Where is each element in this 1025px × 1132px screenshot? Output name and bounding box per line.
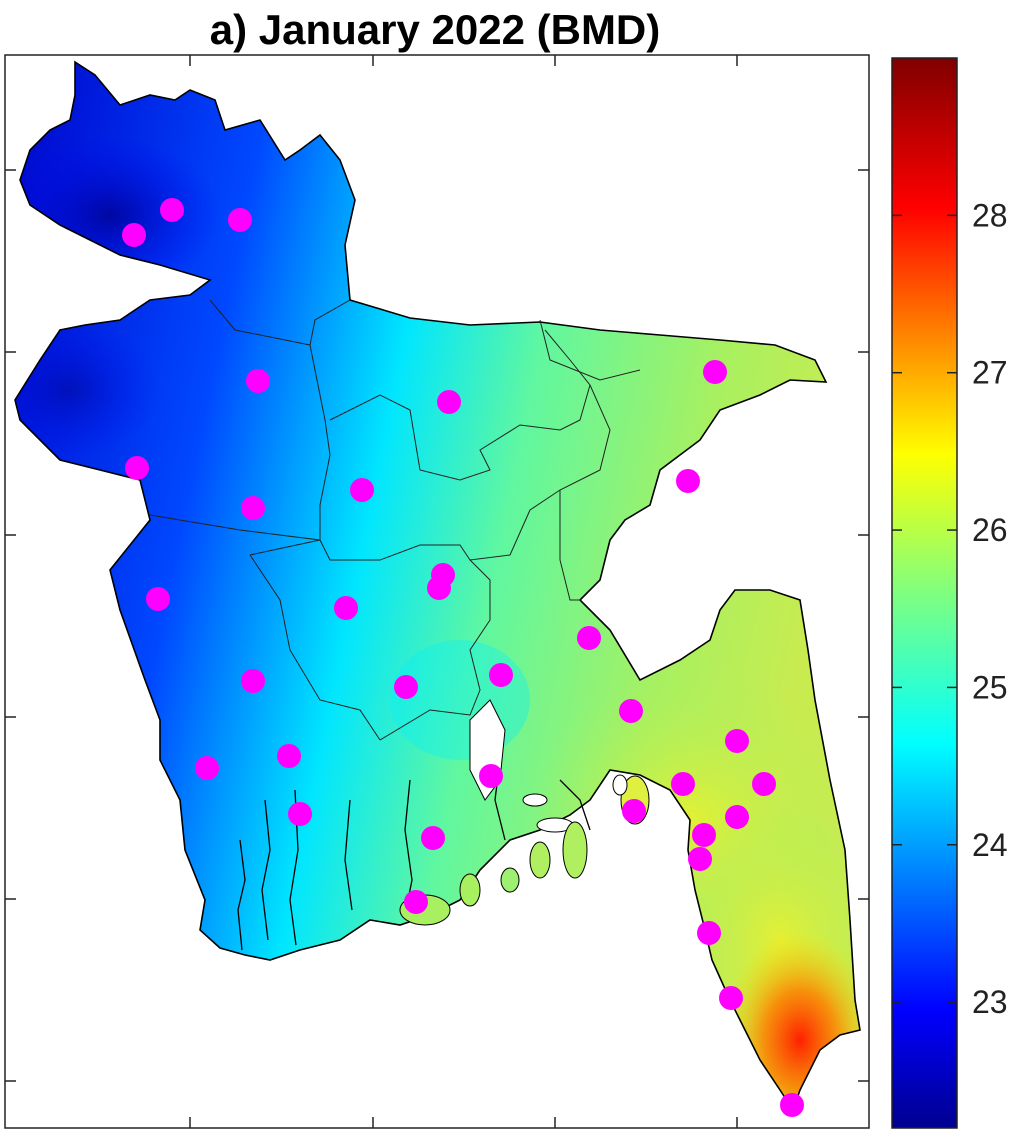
station-marker: [228, 208, 252, 232]
station-marker: [489, 663, 513, 687]
station-marker: [725, 729, 749, 753]
colorbar-tick-label: 26: [972, 512, 1008, 548]
colorbar-tick-label: 24: [972, 827, 1008, 863]
map-axes-ticks: [5, 55, 869, 1128]
station-marker: [697, 921, 721, 945]
station-marker: [676, 469, 700, 493]
station-marker: [394, 675, 418, 699]
colorbar-tick-label: 28: [972, 197, 1008, 233]
map-title: a) January 2022 (BMD): [209, 6, 661, 53]
station-marker: [703, 360, 727, 384]
station-marker: [671, 772, 695, 796]
station-marker: [692, 823, 716, 847]
station-marker: [334, 596, 358, 620]
country-boundary: [14, 60, 861, 1112]
station-markers: [122, 198, 804, 1117]
station-marker: [622, 799, 646, 823]
station-marker: [241, 669, 265, 693]
station-marker: [577, 626, 601, 650]
colorbar-labels: 23 24 25 26 27 28: [972, 197, 1008, 1020]
station-marker: [277, 744, 301, 768]
colorbar: 23 24 25 26 27 28: [891, 57, 1008, 1129]
station-marker: [246, 369, 270, 393]
colorbar-scale: [891, 57, 958, 1129]
station-marker: [125, 456, 149, 480]
station-marker: [122, 223, 146, 247]
station-marker: [479, 764, 503, 788]
station-marker: [288, 802, 312, 826]
station-marker: [427, 576, 451, 600]
map-axes-frame: [4, 54, 870, 1129]
station-marker: [241, 496, 265, 520]
station-marker: [752, 772, 776, 796]
station-marker: [421, 826, 445, 850]
station-marker: [195, 756, 219, 780]
station-marker: [350, 478, 374, 502]
station-marker: [437, 390, 461, 414]
station-marker: [160, 198, 184, 222]
division-boundaries: [149, 299, 641, 741]
colorbar-tick-label: 23: [972, 984, 1008, 1020]
colorbar-ticks: [892, 214, 957, 1003]
station-marker: [725, 805, 749, 829]
station-marker: [780, 1093, 804, 1117]
station-marker: [146, 587, 170, 611]
colorbar-tick-label: 27: [972, 355, 1008, 391]
station-marker: [619, 699, 643, 723]
station-marker: [719, 986, 743, 1010]
station-marker: [688, 847, 712, 871]
station-marker: [404, 890, 428, 914]
delta-channels: [237, 719, 591, 951]
colorbar-tick-label: 25: [972, 669, 1008, 705]
